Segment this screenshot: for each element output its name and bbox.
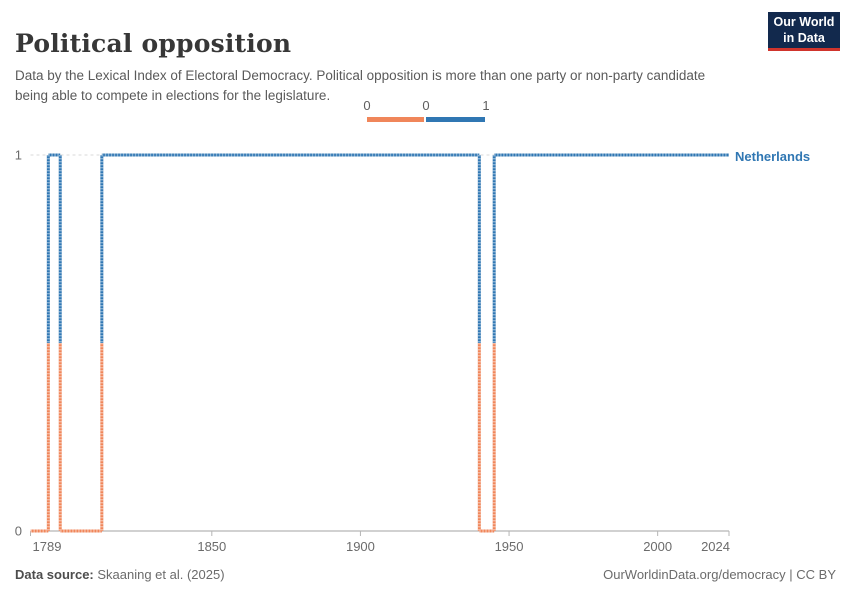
legend-tick-label: 0 xyxy=(422,98,430,113)
y-tick-label: 1 xyxy=(15,148,22,163)
data-source-label: Data source: xyxy=(15,567,94,582)
owid-logo-line2: in Data xyxy=(783,30,825,45)
chart-subtitle: Data by the Lexical Index of Electoral D… xyxy=(15,67,706,103)
x-tick-label: 2000 xyxy=(643,539,672,554)
page-title: Political opposition xyxy=(15,28,292,58)
y-tick-label: 0 xyxy=(15,524,22,539)
owid-logo-line1: Our World xyxy=(773,15,835,29)
x-tick-label: 2024 xyxy=(701,539,730,554)
legend-tick-label: 0 xyxy=(363,98,371,113)
legend-tick-label: 1 xyxy=(482,98,490,113)
x-tick-label: 1789 xyxy=(33,539,62,554)
y-axis: 01 xyxy=(15,148,22,539)
x-tick-label: 1950 xyxy=(495,539,524,554)
legend-swatch-value-0[interactable] xyxy=(367,117,424,122)
series-step-line xyxy=(30,153,729,533)
x-tick-label: 1900 xyxy=(346,539,375,554)
legend-swatch-value-1[interactable] xyxy=(426,117,485,122)
series-label-netherlands[interactable]: Netherlands xyxy=(735,149,811,164)
x-tick-label: 1850 xyxy=(197,539,226,554)
color-legend-bar xyxy=(367,117,485,122)
data-source-note: Data source: Skaaning et al. (2025) xyxy=(15,567,225,582)
attribution-note: OurWorldinData.org/democracy | CC BY xyxy=(603,567,836,582)
owid-logo: Our World in Data xyxy=(768,12,840,51)
data-source-value: Skaaning et al. (2025) xyxy=(93,567,225,582)
x-axis: 1789 1850 1900 1950 2000 2024 xyxy=(30,530,730,554)
